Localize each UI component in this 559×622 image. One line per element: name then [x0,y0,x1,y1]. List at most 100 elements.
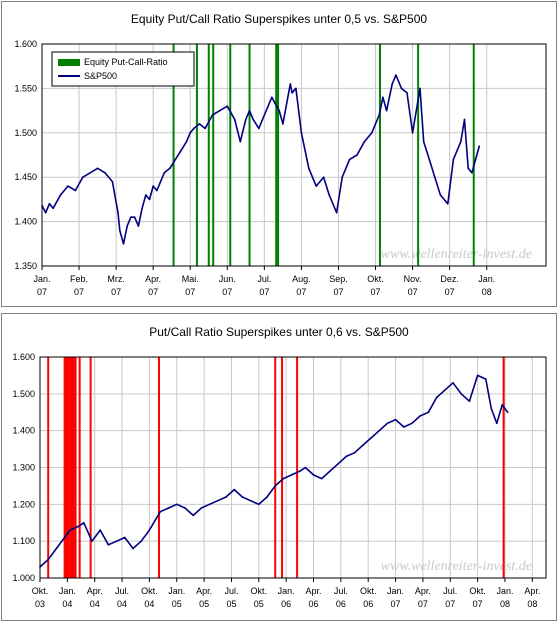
chart2-x-tick-year: 05 [172,599,182,609]
chart1-y-tick-label: 1.350 [14,261,37,271]
chart1-sp500-point [356,154,358,156]
chart1-sp500-point [308,167,310,170]
chart2-x-tick-year: 07 [391,599,401,609]
chart1-sp500-point [59,194,62,196]
chart2-x-tick-month: Jan. [278,586,295,596]
chart1-sp500-point [219,109,221,112]
chart2-sp500-point [225,496,227,498]
chart1-sp500-point [159,180,162,183]
chart1-sp500-point [111,180,114,183]
chart2-sp500-line [39,374,509,568]
chart1-sp500-point [169,167,171,170]
chart2-plot-border [39,356,547,579]
chart2-sp500-point [394,418,397,421]
chart2-x-tick-year: 07 [473,599,483,609]
chart2-x-tick-year: 07 [445,599,455,609]
chart1-sp500-point [422,140,425,143]
chart1-sp500-point [133,216,136,218]
chart1-sp500-point [204,127,206,130]
chart1-sp500-point [315,185,318,187]
chart1-legend-swatch-bar [58,59,80,66]
chart1-sp500-point [122,243,125,245]
chart2-sp500-point [159,510,162,513]
chart2-x-tick-year: 04 [144,599,154,609]
chart2-sp500-point [353,451,356,454]
chart2-title: Put/Call Ratio Superspikes unter 0,6 vs.… [149,325,409,339]
chart1-legend-label: Equity Put-Call-Ratio [84,57,168,67]
chart1-sp500-point [289,83,292,85]
chart2-x-tick-month: Okt. [251,586,268,596]
chart2-sp500-point [490,407,493,410]
chart1-x-tick-month: Apr. [145,274,161,284]
chart1-sp500-point [89,171,91,174]
chart1-sp500-point [428,158,431,161]
chart1-sp500-point [471,171,473,174]
chart2-sp500-point [452,381,454,384]
chart1-sp500-point [452,158,455,161]
chart-panel-1: Equity Put/Call Ratio Superspikes unter … [1,1,557,307]
chart1-sp500-point [252,118,255,121]
chart2-sp500-point [47,558,50,561]
chart1-x-tick-month: Mai. [182,274,199,284]
chart2-y-tick-label: 1.400 [12,426,35,436]
chart2-x-tick-month: Okt. [469,586,486,596]
chart2-sp500-point [402,426,405,428]
chart2-x-tick-year: 05 [199,599,209,609]
chart1-sp500-point [239,140,242,143]
chart2-x-tick-month: Apr. [196,586,212,596]
chart1-sp500-point [81,176,84,178]
chart1-sp500-point [446,203,449,205]
chart1-plot-border [41,43,547,267]
chart2-sp500-point [192,514,194,517]
chart2-x-tick-year: 04 [117,599,127,609]
chart1-x-tick-year: 07 [111,287,121,297]
chart1-sp500-point [474,158,477,161]
chart1-x-tick-month: Okt. [367,274,384,284]
chart1-y-tick-label: 1.550 [14,83,37,93]
chart2-x-tick-year: 04 [90,599,100,609]
chart1-sp500-point [434,176,436,178]
chart1-x-tick-month: Jan. [33,274,50,284]
chart2-sp500-point [132,547,134,550]
chart1-x-tick-year: 07 [296,287,306,297]
chart1-sp500-point [341,176,343,178]
chart2-y-tick-label: 1.500 [12,389,35,399]
chart2-sp500-point [329,470,331,472]
chart1-sp500-point [74,189,77,192]
chart2-x-tick-year: 08 [500,599,510,609]
chart2-sp500-point [55,547,58,550]
chart1-legend-box [51,51,195,87]
chart1-x-tick-month: Jan. [478,274,495,284]
chart1-legend: Equity Put-Call-Ratio S&P500 [51,51,195,87]
chart2-y-tick-label: 1.000 [12,573,35,583]
chart2-y-tick-label: 1.100 [12,536,35,546]
chart2-sp500-point [495,422,498,425]
chart2-sp500-point [378,429,380,432]
chart2-sp500-point [312,474,315,476]
chart1-sp500-point [278,109,280,112]
chart1-sp500-point [152,185,154,187]
chart2-sp500-point [175,503,178,506]
chart1-x-tick-month: Jun. [219,274,236,284]
chart2-x-tick-month: Jul. [224,586,238,596]
chart2-x-tick-year: 06 [363,599,373,609]
chart2-sp500-point [320,477,323,480]
chart1-sp500-point [467,167,469,170]
chart2-sp500-point [304,466,307,469]
chart2-sp500-point [411,422,413,425]
chart1-y-tick-label: 1.450 [14,172,37,182]
chart1-x-tick-year: 08 [482,287,492,297]
chart1-sp500-point [295,87,297,90]
chart1-sp500-point [419,87,421,90]
chart1-sp500-point [137,225,140,227]
chart1-x-tick-year: 07 [333,287,343,297]
chart1-sp500-point [459,140,462,143]
chart1-x-tick-month: Feb. [70,274,88,284]
chart2-sp500-point [501,404,504,406]
chart2-x-tick-year: 05 [226,599,236,609]
chart2-x-tick-year: 06 [309,599,319,609]
chart1-sp500-point [291,92,293,94]
chart1-x-tick-month: Nov. [404,274,422,284]
chart1-sp500-point [348,158,351,161]
chart1-sp500-point [363,140,366,143]
